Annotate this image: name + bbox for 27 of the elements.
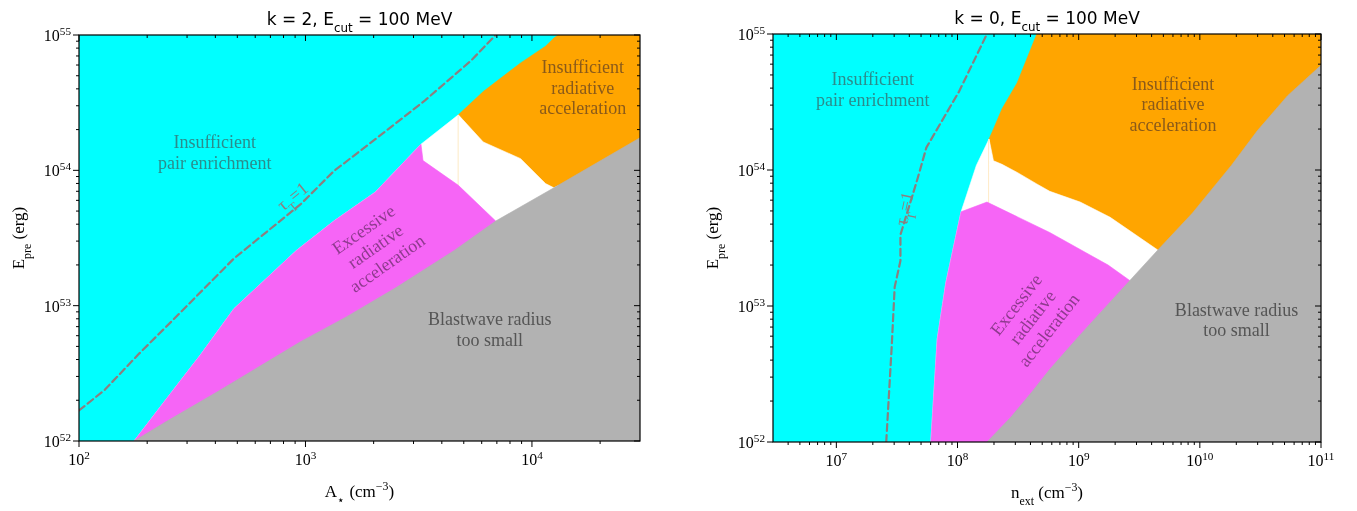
chart-title: k = 0, E$_{cut}$ = 100 MeV bbox=[954, 8, 1141, 34]
x-tick-label: 10$^{7}$ bbox=[825, 450, 848, 469]
y-tick-label: 10$^{52}$ bbox=[737, 432, 765, 451]
y-tick-label: 10$^{52}$ bbox=[43, 431, 71, 450]
annotation: τ$_{T}$=1 bbox=[272, 177, 312, 216]
x-tick-label: 10$^{3}$ bbox=[294, 449, 317, 468]
y-tick-label: 10$^{55}$ bbox=[43, 25, 72, 44]
x-axis-title: n$_{ext}$ (cm$^{−3}$) bbox=[1010, 480, 1084, 508]
annotation: Insufficient pair enrichment bbox=[158, 131, 272, 173]
annotation: Blastwave radius too small bbox=[1174, 299, 1299, 341]
y-tick-label: 10$^{53}$ bbox=[737, 296, 766, 315]
chart-title: k = 2, E$_{cut}$ = 100 MeV bbox=[266, 9, 453, 35]
annotation: Blastwave radius too small bbox=[427, 308, 552, 350]
x-tick-label: 10$^{4}$ bbox=[521, 449, 544, 468]
annotation: Insufficient radiative acceleration bbox=[539, 56, 627, 119]
y-tick-label: 10$^{55}$ bbox=[737, 24, 766, 43]
x-tick-label: 10$^{10}$ bbox=[1186, 450, 1214, 469]
y-tick-label: 10$^{54}$ bbox=[737, 160, 766, 179]
x-tick-label: 10$^{8}$ bbox=[946, 450, 969, 469]
x-tick-label: 10$^{2}$ bbox=[68, 449, 90, 468]
annotation: Insufficient pair enrichment bbox=[816, 69, 930, 110]
annotation: Insufficient radiative acceleration bbox=[1129, 73, 1217, 136]
y-tick-label: 10$^{54}$ bbox=[43, 160, 72, 180]
y-tick-label: 10$^{53}$ bbox=[43, 295, 72, 315]
x-axis-title: A$_{⋆}$ (cm$^{−3}$) bbox=[324, 479, 395, 507]
x-tick-label: 10$^{11}$ bbox=[1307, 450, 1335, 469]
x-tick-label: 10$^{9}$ bbox=[1067, 450, 1090, 469]
